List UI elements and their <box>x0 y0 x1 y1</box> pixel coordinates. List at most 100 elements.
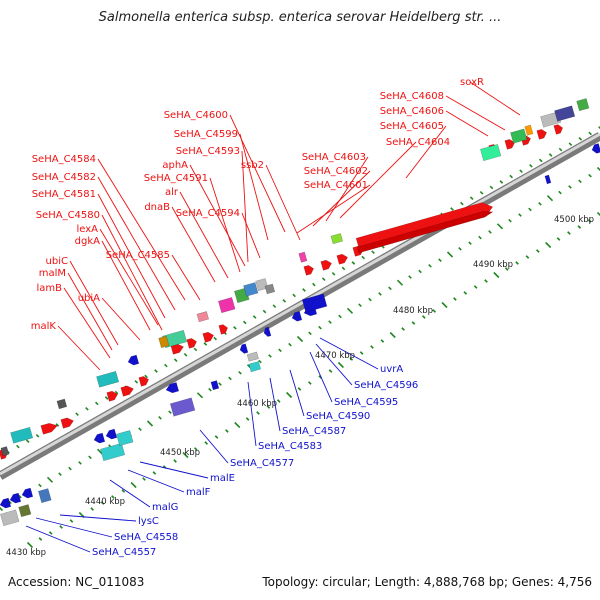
reverse-gene <box>165 382 180 394</box>
forward-gene-shape <box>60 417 74 429</box>
label-SeHA_C4604: SeHA_C4604 <box>386 137 450 148</box>
reverse-gene-shape <box>239 343 249 354</box>
reverse-gene-shape <box>93 432 106 444</box>
dark-gene-box <box>0 446 10 457</box>
label-SeHA_C4599: SeHA_C4599 <box>174 129 238 140</box>
scale-tick-inner <box>146 420 154 427</box>
scale-tick-inner <box>138 427 142 431</box>
label-ubiC-leader <box>69 260 119 346</box>
cyan-gene-box-shape <box>96 370 120 388</box>
scale-tick-far <box>515 261 519 265</box>
map-title: Salmonella enterica subsp. enterica sero… <box>98 10 502 25</box>
scale-tick-far <box>182 451 189 459</box>
scale-tick-far <box>411 321 416 325</box>
lime-gene-box-shape <box>330 233 344 245</box>
gray-gene-box <box>264 283 276 295</box>
small-reverse-gene-shape <box>210 380 220 391</box>
label-SeHA_C4605: SeHA_C4605 <box>380 121 444 132</box>
gray-gene-box-shape <box>246 351 259 362</box>
scale-tick-inner <box>388 286 392 291</box>
scale-tick-outer <box>282 298 287 303</box>
reverse-gene-box <box>38 488 52 504</box>
label-SeHA_C4601-leader <box>296 184 371 234</box>
label-malE-leader <box>139 461 209 479</box>
label-SeHA_C4595-leader <box>309 351 333 403</box>
scale-tick-far <box>359 351 364 355</box>
scale-tick-outer <box>114 390 119 395</box>
small-reverse-gene <box>544 174 552 185</box>
scale-tick-inner <box>438 258 442 262</box>
scale-tick-far <box>596 211 600 217</box>
label-malG-leader <box>109 479 151 508</box>
forward-gene <box>336 253 348 265</box>
scale-tick-outer <box>183 352 188 357</box>
label-SeHA_C4602-leader <box>312 170 371 227</box>
scale-tick-far <box>130 481 137 489</box>
scale-tick-outer <box>252 315 257 319</box>
scale-tick-far <box>432 309 436 313</box>
scale-tick-far <box>337 361 344 369</box>
scale-tick-outer <box>85 406 89 411</box>
scale-tick-far <box>422 315 426 319</box>
label-SeHA_C4558-leader <box>35 517 113 538</box>
reverse-gene <box>263 326 272 337</box>
cyan-gene-box <box>96 370 120 388</box>
label-lexA-leader <box>99 228 159 326</box>
label-ubiC: ubiC <box>46 256 68 267</box>
orange-gene-box-shape <box>524 124 534 136</box>
cyan-gene-box <box>116 430 134 447</box>
label-malK: malK <box>31 321 57 332</box>
label-SeHA_C4600-leader <box>229 114 286 233</box>
reverse-gene <box>9 492 22 504</box>
magenta-gene-box <box>218 297 236 314</box>
label-SeHA_C4591: SeHA_C4591 <box>144 173 208 184</box>
scale-tick-far <box>245 417 250 421</box>
scale-tick-far <box>370 345 374 349</box>
forward-gene-shape <box>120 385 134 397</box>
scale-tick-inner <box>68 466 72 471</box>
scale-label: 4480 kbp <box>393 306 433 316</box>
scale-tick-far <box>308 381 312 385</box>
scale-tick-far <box>59 525 63 529</box>
scale-tick-far <box>577 225 582 229</box>
scale-tick-outer <box>538 158 543 163</box>
scale-tick-inner <box>258 359 262 364</box>
scale-tick-outer <box>75 412 79 417</box>
label-SeHA_C4581-leader <box>97 193 166 319</box>
scale-tick-outer <box>292 293 296 298</box>
label-SeHA_C4582-leader <box>97 176 176 311</box>
label-lexA: lexA <box>76 224 98 235</box>
label-SeHA_C4580-leader <box>101 214 163 331</box>
scale-tick-far <box>121 489 126 493</box>
scale-tick-far <box>441 301 448 309</box>
orange-gene-box <box>158 335 170 349</box>
scale-tick-outer <box>262 309 267 314</box>
label-SeHA_C4587: SeHA_C4587 <box>282 426 346 437</box>
label-soxR: soxR <box>460 77 484 88</box>
label-SeHA_C4577-leader <box>199 429 229 464</box>
scale-tick-far <box>194 447 198 451</box>
forward-gene-shape <box>504 139 515 150</box>
label-lamB-leader <box>63 287 111 359</box>
dark-gene-box <box>56 398 68 410</box>
reverse-gene <box>291 310 303 322</box>
scale-tick-far <box>525 255 530 259</box>
reverse-gene-shape <box>21 487 34 499</box>
label-dgkA: dgkA <box>75 236 100 247</box>
label-SeHA_C4596-leader <box>315 343 353 386</box>
scale-tick-inner <box>196 392 204 399</box>
scale-tick-inner <box>418 269 422 274</box>
green-gene-box <box>576 98 590 112</box>
label-aphA-leader <box>189 164 246 267</box>
label-SeHA_C4593: SeHA_C4593 <box>176 146 240 157</box>
scale-tick-inner <box>428 263 432 268</box>
label-SeHA_C4591-leader <box>209 177 241 273</box>
reverse-gene-shape <box>291 310 303 322</box>
label-alr-leader <box>179 191 229 279</box>
scale-tick-inner <box>208 387 212 392</box>
scale-tick-inner <box>318 325 322 330</box>
reverse-gene <box>239 343 249 354</box>
scale-tick-outer <box>242 320 247 325</box>
label-SeHA_C4594-leader <box>241 212 261 259</box>
scale-tick-outer <box>154 369 158 373</box>
